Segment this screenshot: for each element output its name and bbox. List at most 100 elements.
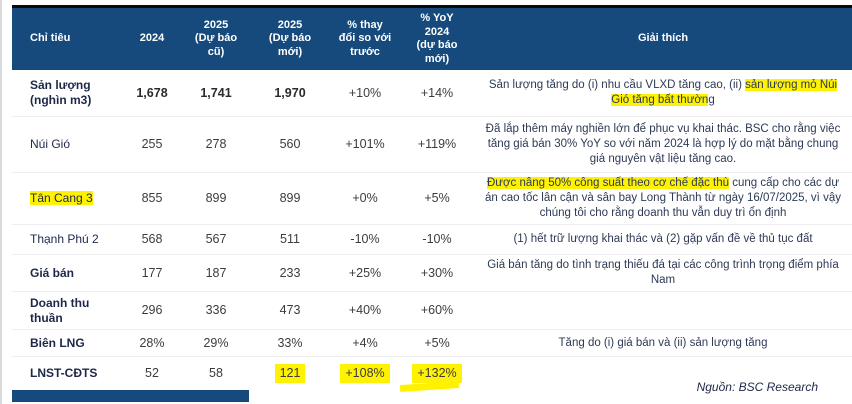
header-cell-pct-change: % thay đổi so với trước bbox=[328, 15, 402, 64]
value-cell: 855 bbox=[141, 191, 163, 205]
value-cell: 255 bbox=[141, 137, 163, 151]
row-label-text: Doanh thu thuần bbox=[30, 295, 90, 325]
header-label: mới) bbox=[277, 45, 303, 58]
header-label: Giải thích bbox=[637, 32, 689, 45]
explanation-cell: Sản lượng tăng do (i) nhu cầu VLXD tăng … bbox=[472, 75, 852, 111]
value-cell: 177 bbox=[141, 265, 163, 280]
explanation-cell: Giá bán tăng do tình trạng thiếu đá tại … bbox=[472, 255, 852, 291]
row-label-text: Núi Gió bbox=[30, 137, 71, 151]
value-cell: +0% bbox=[352, 191, 378, 205]
text-segment: g bbox=[708, 94, 715, 106]
value-cell: +30% bbox=[420, 265, 454, 280]
value-cell: 52 bbox=[145, 366, 159, 380]
value-cell: 121 bbox=[252, 364, 328, 383]
value-cell: +40% bbox=[348, 303, 382, 317]
explanation-cell: Tăng do (i) giá bán và (ii) sản lượng tă… bbox=[472, 333, 852, 354]
value-cell: +5% bbox=[424, 191, 450, 205]
row-label: Doanh thu thuần bbox=[12, 296, 124, 326]
table-row-san-luong: Sản lượng (nghìn m3) 1,678 1,741 1,970 +… bbox=[12, 70, 852, 117]
table-header-row: Chỉ tiêu 2024 2025 (Dự báo cũ) 2025 (Dự báo… bbox=[12, 5, 852, 70]
header-cell-pct-yoy: % YoY 2024 (dự báo mới) bbox=[402, 8, 472, 70]
header-label: 2025 bbox=[203, 18, 229, 31]
row-label: Núi Gió bbox=[12, 137, 124, 152]
row-label: Biên LNG bbox=[12, 336, 124, 351]
header-label: đổi so với bbox=[338, 32, 392, 45]
value-cell: 899 bbox=[279, 191, 301, 205]
table-row-tan-cang-3: Tân Cang 3 855 899 899 +0% +5% Được nâng… bbox=[12, 173, 852, 225]
value-cell: 511 bbox=[280, 232, 300, 246]
text-segment: Đã lắp thêm máy nghiền lớn để phục vụ kh… bbox=[485, 123, 841, 165]
explanation-cell: (1) hết trữ lượng khai thác và (2) gặp v… bbox=[472, 229, 852, 250]
header-cell-chi-tieu: Chỉ tiêu bbox=[12, 28, 124, 50]
row-label-text: Giá bán bbox=[30, 265, 75, 280]
value-cell: +108% bbox=[328, 364, 402, 383]
table-row-doanh-thu-thuan: Doanh thu thuần 296 336 473 +40% +60% bbox=[12, 292, 852, 330]
value-cell: 1,741 bbox=[200, 85, 232, 100]
header-cell-giai-thich: Giải thích bbox=[472, 28, 852, 50]
value-cell: +25% bbox=[348, 265, 382, 280]
value-cell: 278 bbox=[205, 137, 227, 151]
header-label: 2024 bbox=[139, 32, 165, 45]
value-cell: 1,970 bbox=[274, 85, 306, 100]
header-label: (dự báo bbox=[416, 39, 458, 51]
row-label-text: Biên LNG bbox=[30, 335, 85, 350]
text-segment: Giá bán tăng do tình trạng thiếu đá tại … bbox=[487, 259, 839, 286]
text-segment: cung cấp cho các dự án cao tốc lân cận v… bbox=[485, 177, 841, 219]
value-cell: 568 bbox=[141, 232, 163, 246]
table-row-gia-ban: Giá bán 177 187 233 +25% +30% Giá bán tă… bbox=[12, 255, 852, 292]
row-label: Sản lượng (nghìn m3) bbox=[12, 78, 124, 108]
value-cell: +10% bbox=[348, 85, 382, 100]
explanation-cell: Đã lắp thêm máy nghiền lớn để phục vụ kh… bbox=[472, 119, 852, 170]
value-cell: +14% bbox=[420, 85, 454, 100]
table-row-lnst-cdts: LNST-CĐTS 52 58 121 +108% +132% bbox=[12, 357, 852, 390]
header-cell-2025-new: 2025 (Dự báo mới) bbox=[252, 15, 328, 64]
value-cell: 1,678 bbox=[136, 85, 168, 100]
header-label: 2024 bbox=[424, 25, 450, 38]
value-cell: 33% bbox=[277, 335, 303, 350]
table-row-nui-gio: Núi Gió 255 278 560 +101% +119% Đã lắp t… bbox=[12, 117, 852, 173]
header-label: % thay bbox=[347, 18, 383, 31]
value-cell: 28% bbox=[139, 335, 165, 350]
header-label: 2025 bbox=[277, 18, 303, 31]
header-cell-2025-old: 2025 (Dự báo cũ) bbox=[180, 15, 252, 64]
header-label: (Dự báo bbox=[268, 32, 312, 45]
header-label: (Dự báo bbox=[194, 32, 238, 45]
row-label: LNST-CĐTS bbox=[12, 366, 124, 381]
metrics-table: Chỉ tiêu 2024 2025 (Dự báo cũ) 2025 (Dự báo… bbox=[12, 5, 852, 390]
text-segment: Tăng do (i) giá bán và (ii) sản lượng tă… bbox=[558, 336, 768, 349]
text-segment: (1) hết trữ lượng khai thác và (2) gặp v… bbox=[513, 233, 813, 245]
row-label: Giá bán bbox=[12, 266, 124, 281]
header-label: cũ) bbox=[207, 45, 225, 58]
value-cell: 899 bbox=[205, 191, 227, 205]
value-cell: +5% bbox=[424, 335, 450, 350]
value-cell: 233 bbox=[279, 265, 301, 280]
row-label-text-highlighted: Tân Cang 3 bbox=[30, 191, 93, 205]
value-cell: +119% bbox=[417, 137, 457, 151]
table-row-bien-lng: Biên LNG 28% 29% 33% +4% +5% Tăng do (i)… bbox=[12, 330, 852, 357]
row-label: Thạnh Phú 2 bbox=[12, 232, 124, 247]
value-cell: +4% bbox=[352, 335, 378, 350]
value-cell: +60% bbox=[420, 303, 454, 317]
value-cell: 560 bbox=[279, 137, 301, 151]
row-label: Tân Cang 3 bbox=[12, 191, 124, 206]
value-cell: +101% bbox=[345, 137, 385, 151]
value-cell: -10% bbox=[350, 232, 380, 246]
highlighted-value: +108% bbox=[340, 364, 390, 383]
value-cell: 473 bbox=[279, 303, 301, 317]
explanation-cell bbox=[472, 308, 852, 314]
header-label: % YoY bbox=[420, 12, 454, 24]
value-cell: 336 bbox=[205, 303, 227, 317]
value-cell: 296 bbox=[141, 303, 163, 317]
header-label: Chỉ tiêu bbox=[30, 32, 71, 45]
header-label: trước bbox=[350, 45, 380, 58]
header-cell-2024: 2024 bbox=[124, 28, 180, 50]
row-label-text: Thạnh Phú 2 bbox=[30, 232, 99, 246]
explanation-cell bbox=[472, 371, 852, 377]
value-cell: +132% bbox=[402, 364, 472, 383]
highlighted-text: Được nâng 50% công suất theo cơ chế đặc … bbox=[486, 177, 730, 189]
value-cell: 187 bbox=[205, 265, 227, 280]
source-note: Nguồn: BSC Research bbox=[696, 380, 818, 394]
value-cell: 567 bbox=[205, 232, 227, 246]
highlighted-value: +132% bbox=[412, 364, 462, 383]
